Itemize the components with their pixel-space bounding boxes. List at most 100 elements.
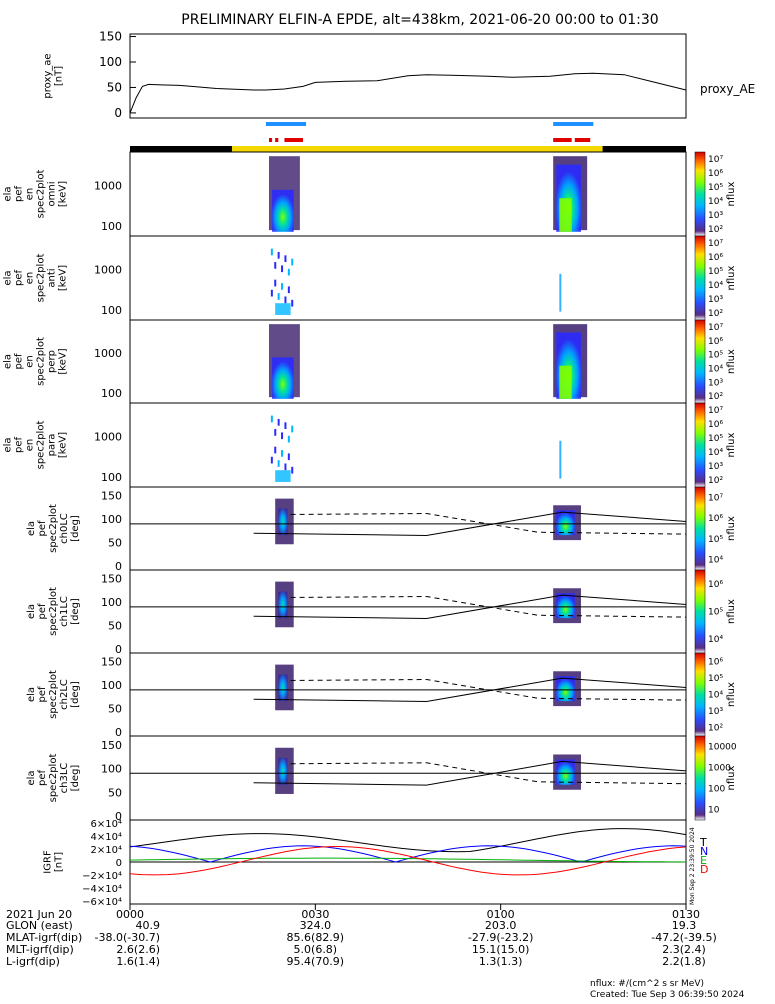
y-tick-label: 1000 xyxy=(94,180,122,193)
row-value: 40.9 xyxy=(136,919,161,932)
y-tick-label: 50 xyxy=(107,80,122,94)
plot-title: PRELIMINARY ELFIN-A EPDE, alt=438km, 202… xyxy=(181,12,658,28)
colorbar-tick-label: 10⁴ xyxy=(708,556,723,566)
perp-ylabel: ela pef en spec2plot perp [keV] xyxy=(3,337,69,386)
igrf-E-line xyxy=(129,857,687,863)
y-tick-label: −2×10⁴ xyxy=(82,871,122,882)
y-tick-label: 100 xyxy=(101,220,122,233)
flux-speck xyxy=(277,293,280,300)
flux-speck xyxy=(287,268,290,276)
y-tick-label: 150 xyxy=(101,739,122,752)
colorbar-label: nflux xyxy=(726,181,737,206)
row-label: L-igrf(dip) xyxy=(6,955,60,968)
ylabel-line: [nT] xyxy=(54,66,65,86)
ylabel-line: pef xyxy=(37,520,48,537)
ylabel-line: ch2LC xyxy=(59,679,70,710)
flux-speck xyxy=(284,463,287,471)
colorbar-label: nflux xyxy=(726,516,737,541)
igrf-T-line xyxy=(129,828,687,853)
time-tick-label: 0000 xyxy=(116,908,144,921)
colorbar-tick-label: 10⁷ xyxy=(708,406,723,416)
colorbar-tick-label: 10⁵ xyxy=(708,434,723,444)
row-value: -27.9(-23.2) xyxy=(468,931,534,944)
proxy-ae-frame xyxy=(129,33,687,119)
flux-speck xyxy=(270,248,273,256)
loss-cone-line xyxy=(253,760,687,786)
y-tick-label: 0 xyxy=(115,810,122,823)
anti-frame xyxy=(129,235,687,321)
row-value: 2.2(1.8) xyxy=(662,955,706,968)
flux-speck xyxy=(559,273,562,312)
flux-speck xyxy=(274,429,277,436)
colorbar-tick-label: 10⁴ xyxy=(708,197,723,207)
row-label: MLT-igrf(dip) xyxy=(6,943,74,956)
flux-speck xyxy=(287,286,290,294)
y-tick-label: 50 xyxy=(108,620,122,633)
flux-speck xyxy=(291,466,294,474)
ylabel-line: anti xyxy=(47,268,58,287)
fgm-marker xyxy=(284,138,303,142)
igrf-ylabel: IGRF [nT] xyxy=(43,850,65,874)
y-tick-label: 0 xyxy=(115,643,122,656)
anti-loss-cone-line xyxy=(290,595,687,618)
row-value: 2.6(2.6) xyxy=(116,943,160,956)
y-tick-label: 100 xyxy=(101,763,122,776)
y-tick-label: 0 xyxy=(116,858,122,869)
y-tick-label: 100 xyxy=(101,513,122,526)
sunlit-bar xyxy=(231,146,603,152)
science-zone-marker xyxy=(265,122,307,126)
y-tick-label: 150 xyxy=(99,30,122,44)
row-label: 2021 Jun 20 xyxy=(6,908,72,921)
legend-D: D xyxy=(700,863,708,876)
flux-speck xyxy=(284,296,287,304)
flux-speck xyxy=(274,446,277,454)
colorbar-tick-label: 10⁷ xyxy=(708,323,723,333)
ylabel-line: pef xyxy=(14,270,25,287)
time-tick-label: 0030 xyxy=(301,908,329,921)
colorbar-tick-label: 10⁴ xyxy=(708,281,723,291)
ylabel-line: pef xyxy=(14,437,25,454)
colorbar-tick-label: 10⁷ xyxy=(708,493,723,503)
row-label: GLON (east) xyxy=(6,919,73,932)
y-tick-label: 100 xyxy=(99,55,122,69)
colorbar-tick-label: 10⁵ xyxy=(708,535,723,545)
flux-speck xyxy=(291,425,294,433)
ylabel-line: [deg] xyxy=(70,681,81,708)
ylabel-line: spec2plot xyxy=(48,587,59,636)
flux-speck xyxy=(291,299,294,307)
ylabel-line: en xyxy=(25,355,36,368)
colorbar-tick-label: 10⁶ xyxy=(708,657,723,667)
proxy-ae-ylabel: proxy_ae [nT] xyxy=(43,53,65,98)
y-tick-label: 150 xyxy=(101,656,122,669)
ch2LC-frame xyxy=(129,652,687,737)
colorbar-tick-label: 10³ xyxy=(708,378,723,388)
y-tick-label: 0 xyxy=(115,560,122,573)
y-tick-label: 100 xyxy=(101,387,122,400)
colorbar-tick-label: 10⁴ xyxy=(708,364,723,374)
fgm-marker xyxy=(584,138,591,142)
ylabel-line: [keV] xyxy=(58,348,69,374)
colorbar-tick-label: 10⁷ xyxy=(708,239,723,249)
anti-loss-cone-line xyxy=(290,678,687,701)
fgm-marker xyxy=(275,138,279,142)
flux-region xyxy=(556,759,575,785)
y-tick-label: 100 xyxy=(101,679,122,692)
ch3LC-ylabel: ela pef spec2plot ch3LC [deg] xyxy=(26,754,81,803)
ylabel-line: ela xyxy=(3,270,14,285)
loss-cone-line xyxy=(253,594,687,620)
flux-speck xyxy=(287,453,290,461)
ylabel-line: ch0LC xyxy=(59,513,70,544)
colorbar-tick-label: 10⁵ xyxy=(708,608,723,618)
flux-region xyxy=(556,676,575,702)
flux-region xyxy=(278,591,288,619)
colorbar xyxy=(694,151,706,237)
ylabel-line: perp xyxy=(47,350,58,373)
flux-speck xyxy=(277,418,280,426)
row-value: 2.3(2.4) xyxy=(662,943,706,956)
ylabel-line: spec2plot xyxy=(48,504,59,553)
side-stamp: Mon Sep 2 23:39:50 2024 xyxy=(689,827,696,905)
ylabel-line: ela xyxy=(26,604,37,619)
ylabel-line: spec2plot xyxy=(36,337,47,386)
ylabel-line: pef xyxy=(14,353,25,370)
y-tick-label: 2×10⁴ xyxy=(91,845,122,856)
